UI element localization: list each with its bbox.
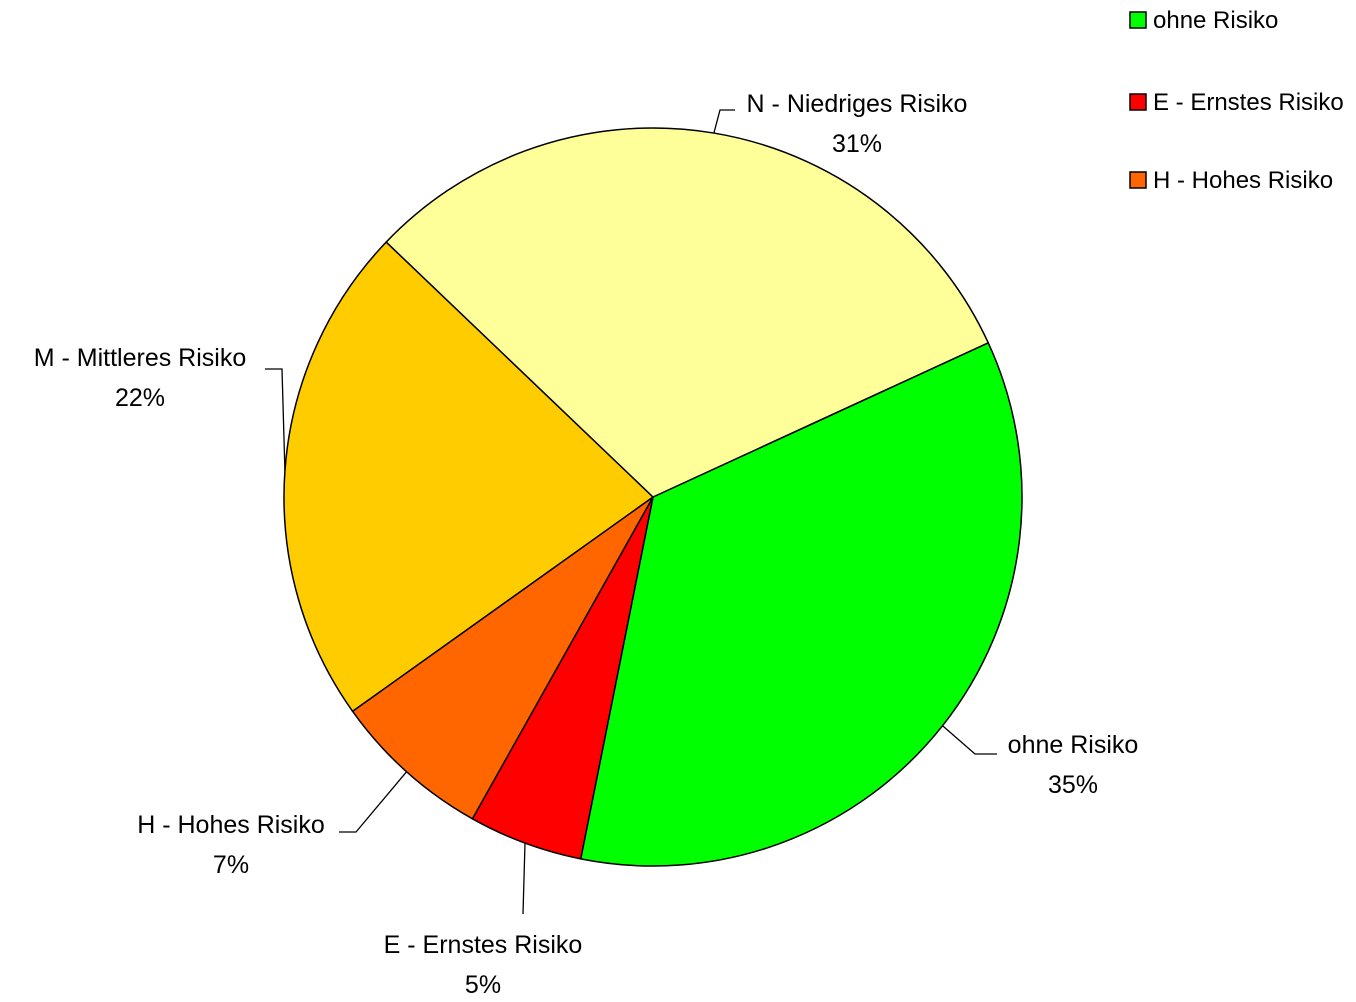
legend-label-h-hohes-risiko: H - Hohes Risiko [1153, 167, 1333, 194]
slice-percent-h-hohes-risiko: 7% [213, 851, 249, 879]
leader-line-m-mittleres-risiko [265, 368, 286, 471]
slice-percent-e-ernstes-risiko: 5% [465, 971, 501, 997]
slice-label-h-hohes-risiko: H - Hohes Risiko [137, 811, 325, 839]
pie-slice-ohne-risiko [579, 342, 1023, 867]
legend-label-ohne-risiko: ohne Risiko [1153, 7, 1278, 34]
legend: ohne Risiko E - Ernstes Risiko H - Hohes R… [1129, 7, 1344, 194]
legend-label-e-ernstes-risiko: E - Ernstes Risiko [1153, 89, 1344, 116]
slice-label-e-ernstes-risiko: E - Ernstes Risiko [384, 931, 583, 959]
pie-slice-m-mittleres-risiko [283, 241, 654, 713]
legend-swatch-h-hohes-risiko [1129, 171, 1147, 189]
slice-label-ohne-risiko: ohne Risiko [1008, 731, 1139, 759]
slice-percent-n-niedriges-risiko: 31% [832, 130, 882, 158]
leader-line-e-ernstes-risiko [522, 843, 526, 915]
pie-slice-n-niedriges-risiko [385, 127, 989, 498]
leader-line-n-niedriges-risiko [713, 109, 735, 134]
slice-percent-ohne-risiko: 35% [1048, 771, 1098, 799]
slice-label-m-mittleres-risiko: M - Mittleres Risiko [34, 344, 247, 372]
pie-slice-h-hohes-risiko [351, 496, 654, 820]
legend-swatch-ohne-risiko [1129, 11, 1147, 29]
leader-line-ohne-risiko [942, 725, 997, 755]
legend-swatch-e-ernstes-risiko [1129, 93, 1147, 111]
slice-label-n-niedriges-risiko: N - Niedriges Risiko [747, 90, 968, 118]
slice-percent-m-mittleres-risiko: 22% [115, 384, 165, 412]
leader-line-h-hohes-risiko [339, 771, 408, 833]
